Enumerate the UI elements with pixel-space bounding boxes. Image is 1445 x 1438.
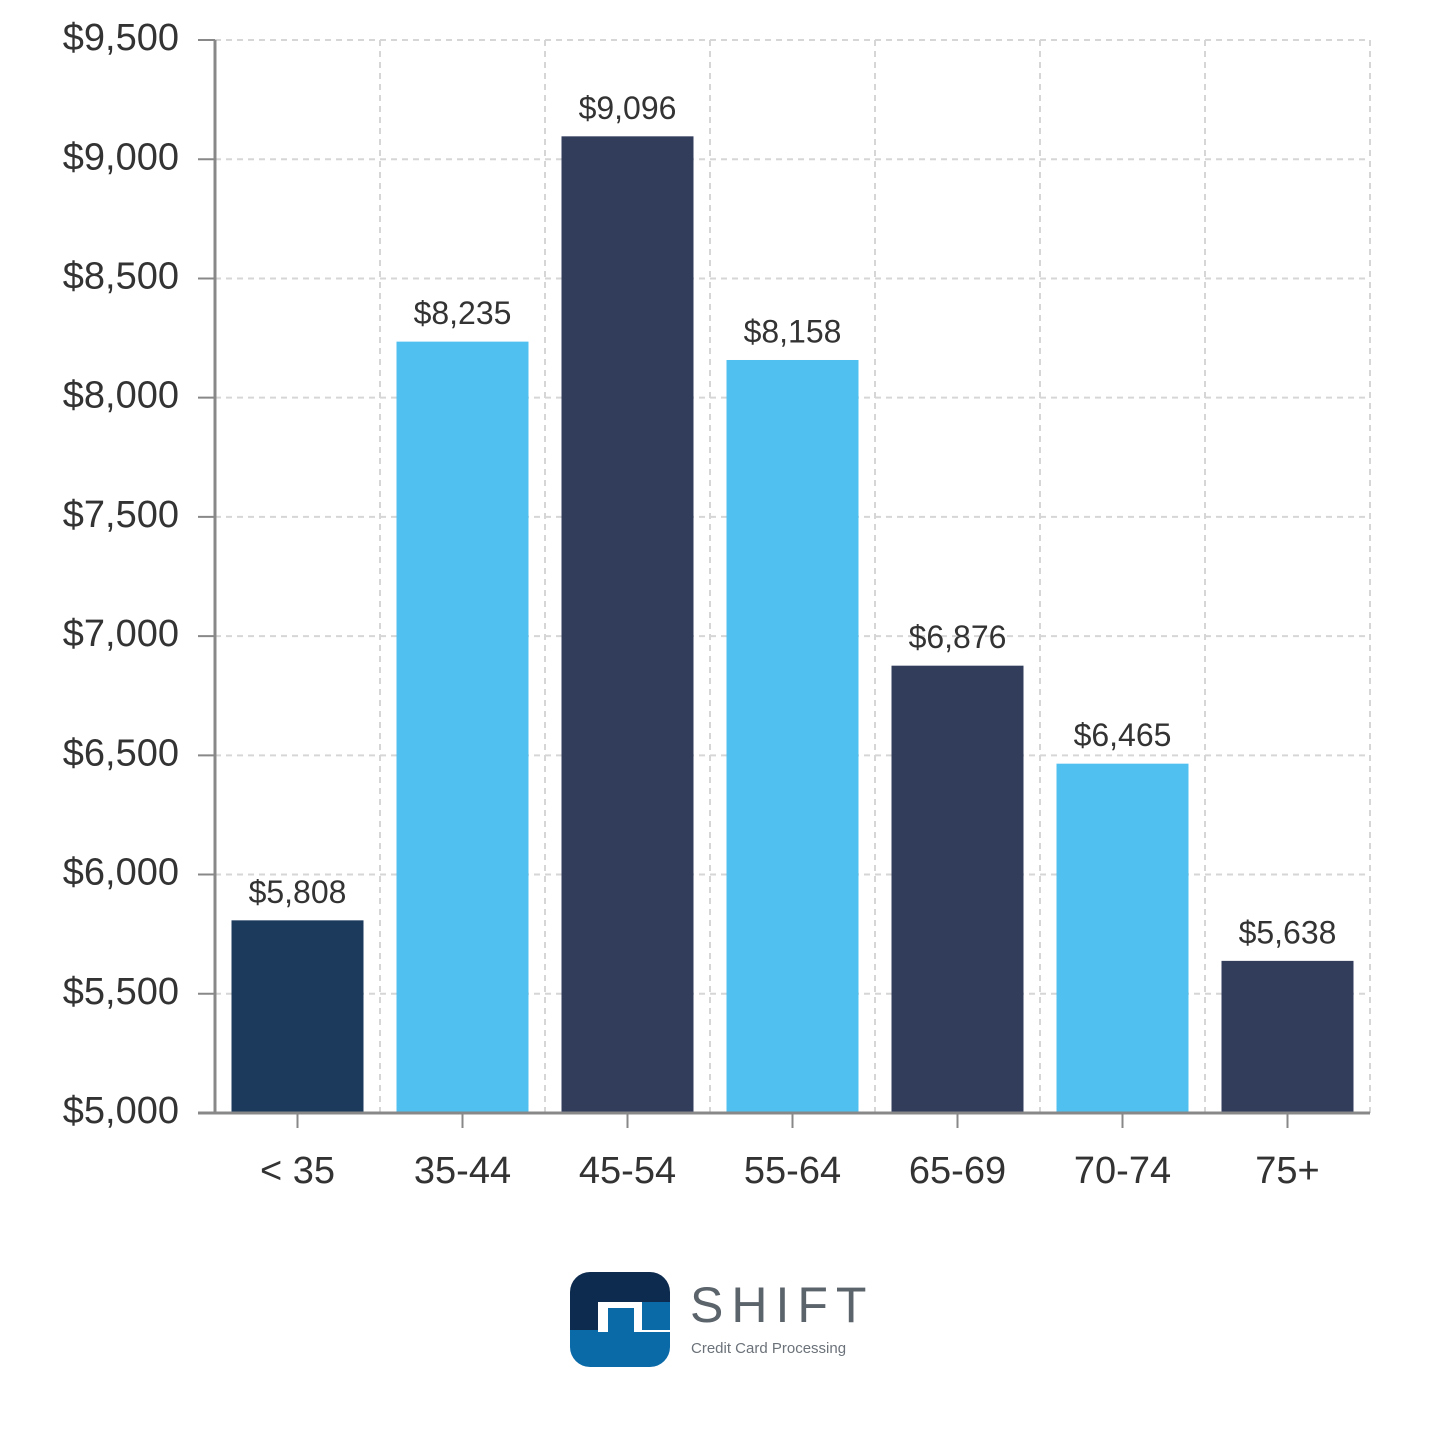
y-tick-label: $7,500 — [63, 494, 179, 536]
logo-icon-right — [642, 1302, 670, 1330]
logo-icon-left — [570, 1302, 598, 1330]
y-tick-label: $5,000 — [63, 1090, 179, 1132]
value-label: $5,808 — [249, 874, 347, 910]
y-tick-label: $6,000 — [63, 852, 179, 894]
value-label: $8,158 — [744, 313, 842, 349]
y-tick-label: $6,500 — [63, 732, 179, 774]
y-tick-label: $8,500 — [63, 255, 179, 297]
x-tick-label: 35-44 — [414, 1150, 511, 1192]
value-label: $8,235 — [414, 295, 512, 331]
bar — [1221, 960, 1354, 1113]
logo-icon-top — [570, 1272, 670, 1302]
logo-tagline: Credit Card Processing — [691, 1340, 846, 1357]
bar — [396, 341, 529, 1114]
x-tick-label: < 35 — [260, 1150, 335, 1192]
bar — [726, 359, 859, 1113]
bar — [231, 920, 364, 1113]
x-tick-label: 65-69 — [909, 1150, 1006, 1192]
y-tick-label: $9,000 — [63, 136, 179, 178]
x-tick-label: 55-64 — [744, 1150, 841, 1192]
y-tick-label: $7,000 — [63, 613, 179, 655]
logo: SHIFT Credit Card Processing — [570, 1272, 874, 1367]
logo-name: SHIFT — [690, 1277, 874, 1333]
x-tick-label: 45-54 — [579, 1150, 676, 1192]
value-label: $9,096 — [579, 90, 677, 126]
bar — [1056, 763, 1189, 1113]
bar — [561, 136, 694, 1114]
value-label: $5,638 — [1239, 914, 1337, 950]
y-tick-label: $9,500 — [63, 17, 179, 59]
value-label: $6,465 — [1074, 717, 1172, 753]
bar — [891, 665, 1024, 1113]
logo-icon-center — [608, 1308, 634, 1332]
y-tick-label: $8,000 — [63, 375, 179, 417]
y-tick-label: $5,500 — [63, 971, 179, 1013]
x-tick-label: 70-74 — [1074, 1150, 1171, 1192]
value-label: $6,876 — [909, 619, 1007, 655]
x-tick-label: 75+ — [1255, 1150, 1319, 1192]
